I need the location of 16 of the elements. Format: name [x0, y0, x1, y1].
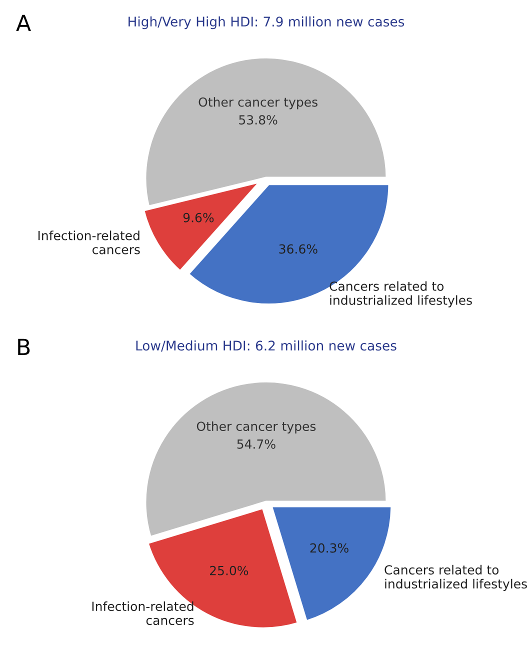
text: A [16, 14, 31, 32]
slice-label: Cancers related to industrialized lifestyles [330, 281, 472, 308]
slice-label: Infection-related cancers [38, 230, 140, 254]
data-label: 53.8% [239, 115, 278, 125]
data-label: 20.3% [310, 543, 348, 553]
slice-label: Other cancer types [198, 97, 318, 110]
data-label: 36.6% [279, 244, 318, 254]
slice-label: Infection-related cancers [92, 601, 194, 626]
chart-title: High/Very High HDI: 7.9 million new cases [128, 16, 404, 30]
data-label: 9.6% [183, 212, 214, 222]
data-label: 25.0% [210, 566, 248, 576]
slice-label: Other cancer types [196, 421, 316, 434]
chart-title: Low/Medium HDI: 6.2 million new cases [136, 340, 396, 352]
text: B [18, 338, 30, 356]
data-label: 54.7% [237, 439, 276, 449]
slice-label: Cancers related to industrialized lifestyles [384, 564, 527, 591]
